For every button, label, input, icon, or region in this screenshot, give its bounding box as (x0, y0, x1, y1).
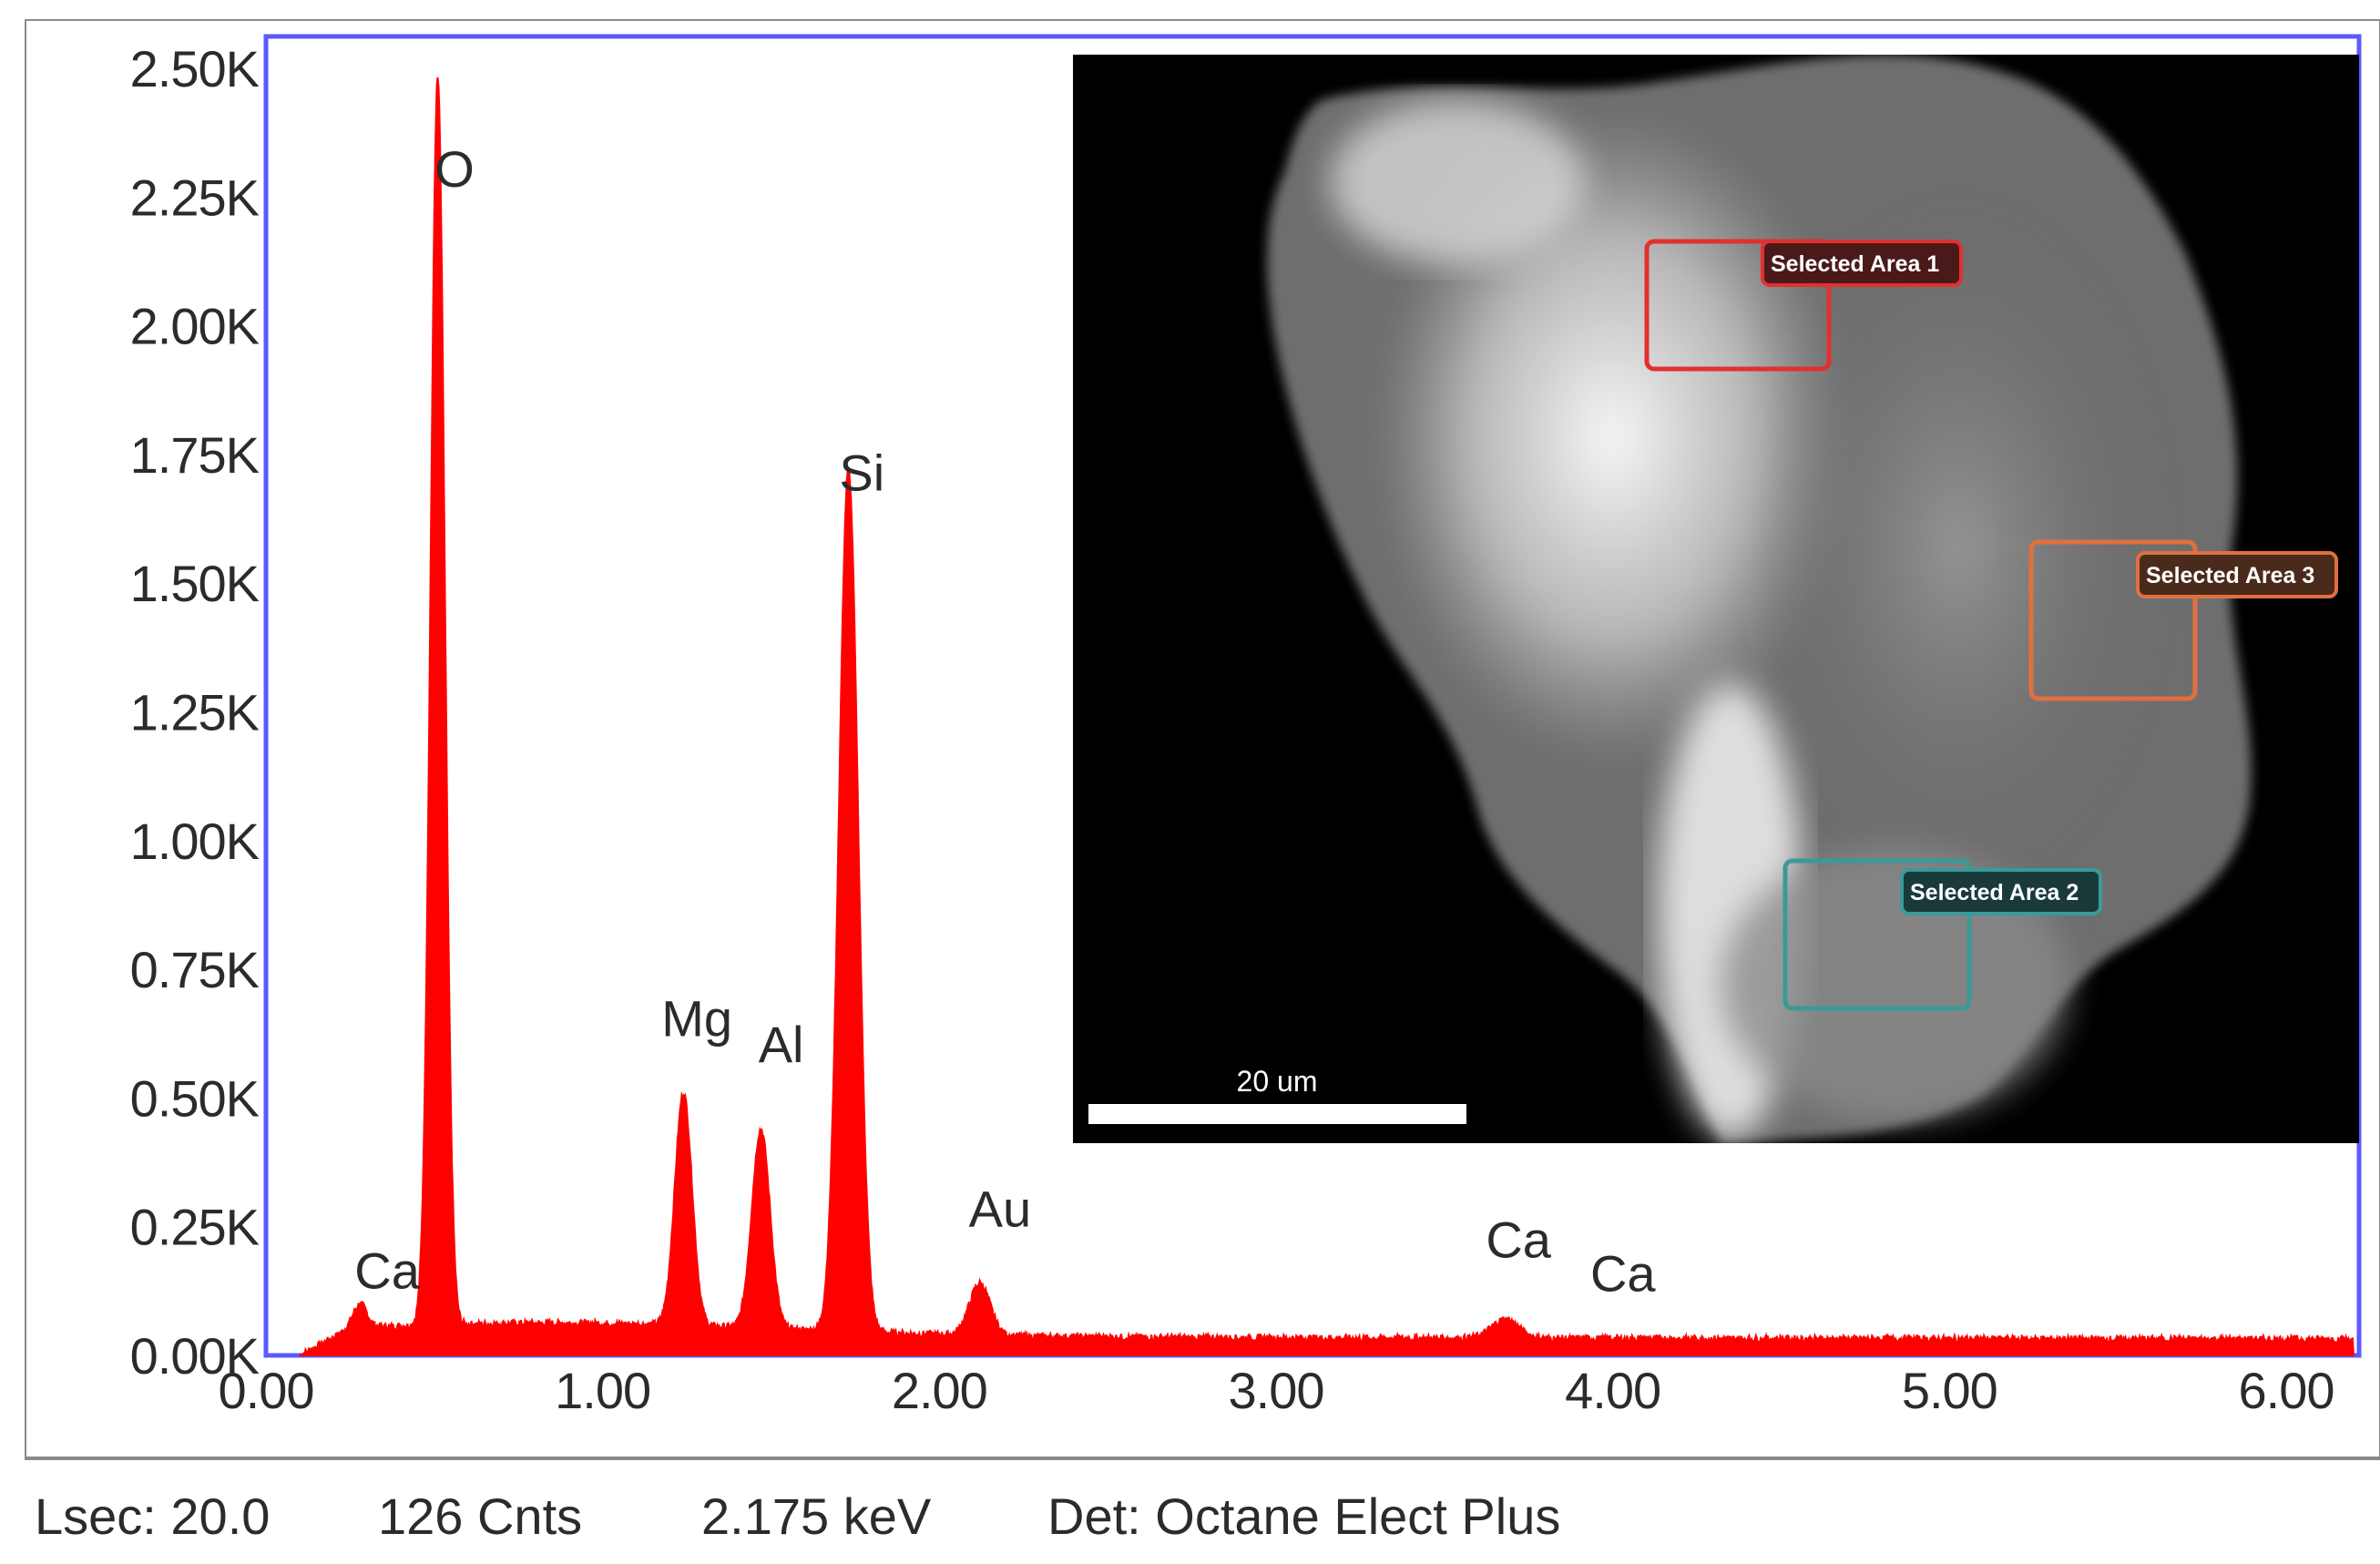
selected-area-3-label: Selected Area 3 (2146, 563, 2314, 588)
peak-labels: Ca O Mg Al Si Au Ca Ca (354, 140, 1656, 1302)
detector-label: Det: Octane Elect Plus (1047, 1487, 1561, 1545)
selected-area-3-tag (2136, 551, 2338, 598)
x-tick-label: 1.00 (555, 1362, 650, 1419)
peak-label-ca: Ca (354, 1242, 420, 1300)
y-tick-label: 1.50K (130, 555, 260, 612)
sem-bright-region (1375, 109, 1849, 765)
counts-readout: 126 Cnts (378, 1487, 583, 1545)
selected-areas: Selected Area 1 Selected Area 3 Selected… (1644, 239, 2338, 1011)
y-tick-label: 2.00K (130, 298, 260, 355)
y-tick-label: 0.75K (130, 941, 260, 998)
peak-label-al: Al (759, 1016, 804, 1073)
selected-area-3-box[interactable] (2028, 539, 2198, 701)
scale-bar-line (1088, 1104, 1466, 1124)
x-tick-label: 6.00 (2239, 1362, 2334, 1419)
selected-area-1-box[interactable] (1644, 239, 1832, 372)
y-tick-label: 2.50K (130, 40, 260, 97)
spectrum-fill (299, 77, 2354, 1356)
y-tick-label: 2.25K (130, 169, 260, 226)
x-tick-label: 5.00 (1902, 1362, 1997, 1419)
sem-image-inset: Selected Area 1 Selected Area 3 Selected… (1073, 55, 2359, 1143)
window-frame (25, 19, 2380, 1460)
x-axis-ticks: 0.00 1.00 2.00 3.00 4.00 5.00 6.00 (219, 1362, 2335, 1419)
energy-readout: 2.175 keV (701, 1487, 932, 1545)
y-tick-label: 0.50K (130, 1069, 260, 1127)
y-tick-label: 1.25K (130, 684, 260, 741)
selected-area-1-label: Selected Area 1 (1771, 251, 1939, 277)
sem-mid-region (1749, 200, 2168, 893)
scale-bar-box (1075, 1057, 1476, 1139)
scale-bar-label: 20 um (1237, 1065, 1318, 1098)
peak-label-ca: Ca (1590, 1244, 1656, 1302)
selected-area-2-box[interactable] (1782, 858, 1972, 1011)
peak-label-au: Au (969, 1181, 1032, 1238)
x-tick-label: 2.00 (892, 1362, 987, 1419)
x-tick-label: 0.00 (219, 1362, 314, 1419)
peak-label-ca: Ca (1486, 1211, 1551, 1269)
selected-area-2-label: Selected Area 2 (1910, 880, 2079, 905)
y-tick-label: 1.00K (130, 813, 260, 870)
peak-label-o: O (434, 140, 475, 198)
selected-area-1-tag (1761, 240, 1963, 287)
peak-label-mg: Mg (661, 990, 732, 1048)
peak-label-si: Si (839, 444, 884, 501)
y-axis-ticks: 0.00K 0.25K 0.50K 0.75K 1.00K 1.25K 1.50K 1.75K… (130, 40, 260, 1385)
scale-bar: 20 um (1075, 1057, 1476, 1139)
y-tick-label: 1.75K (130, 426, 260, 484)
selected-area-2-tag (1900, 868, 2102, 915)
y-tick-label: 0.00K (130, 1327, 260, 1385)
x-tick-label: 3.00 (1229, 1362, 1324, 1419)
x-tick-label: 4.00 (1565, 1362, 1660, 1419)
y-tick-label: 0.25K (130, 1199, 260, 1256)
live-seconds: Lsec: 20.0 (35, 1487, 271, 1545)
sem-top-highlight (1330, 100, 1585, 264)
status-bar: Lsec: 20.0 126 Cnts 2.175 keV Det: Octan… (0, 1476, 2380, 1558)
